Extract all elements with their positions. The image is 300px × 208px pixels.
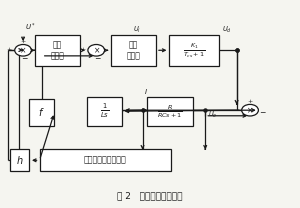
Text: −: − xyxy=(21,54,28,63)
Text: $U_d$: $U_d$ xyxy=(222,25,232,35)
Text: +: + xyxy=(248,99,253,104)
Bar xyxy=(111,35,156,66)
Circle shape xyxy=(15,45,32,56)
Text: $U_i$: $U_i$ xyxy=(133,25,141,35)
Text: 电流
调节器: 电流 调节器 xyxy=(127,41,140,60)
Text: +: + xyxy=(20,39,26,44)
Text: −: − xyxy=(259,108,265,117)
Bar xyxy=(87,97,122,126)
Text: $f$: $f$ xyxy=(38,106,45,118)
Bar xyxy=(169,35,219,66)
Text: −: − xyxy=(94,54,101,63)
Text: $U_o$: $U_o$ xyxy=(208,109,218,120)
Text: $\times$: $\times$ xyxy=(20,46,27,55)
Text: +: + xyxy=(7,47,12,52)
Text: $\frac{1}{Ls}$: $\frac{1}{Ls}$ xyxy=(100,102,109,120)
Text: $\frac{R}{RCs+1}$: $\frac{R}{RCs+1}$ xyxy=(157,103,183,120)
Text: $U^*$: $U^*$ xyxy=(25,22,35,33)
Bar xyxy=(10,150,29,171)
Text: $\frac{K_1}{T_{cs}+1}$: $\frac{K_1}{T_{cs}+1}$ xyxy=(183,41,205,60)
Bar xyxy=(35,35,80,66)
Bar xyxy=(29,99,54,126)
Bar xyxy=(147,97,193,126)
Text: 图 2   无电压状态观测器: 图 2 无电压状态观测器 xyxy=(117,191,183,201)
Text: $\times$: $\times$ xyxy=(93,46,100,55)
Text: $h$: $h$ xyxy=(16,154,23,166)
Text: $I$: $I$ xyxy=(144,87,148,96)
Text: 输出电压状态观测器: 输出电压状态观测器 xyxy=(84,156,127,165)
Bar xyxy=(40,150,171,171)
Circle shape xyxy=(242,104,258,116)
Text: 电压
调节器: 电压 调节器 xyxy=(50,41,64,60)
Circle shape xyxy=(88,45,105,56)
Text: +: + xyxy=(80,47,85,52)
Text: $\times$: $\times$ xyxy=(246,105,254,115)
